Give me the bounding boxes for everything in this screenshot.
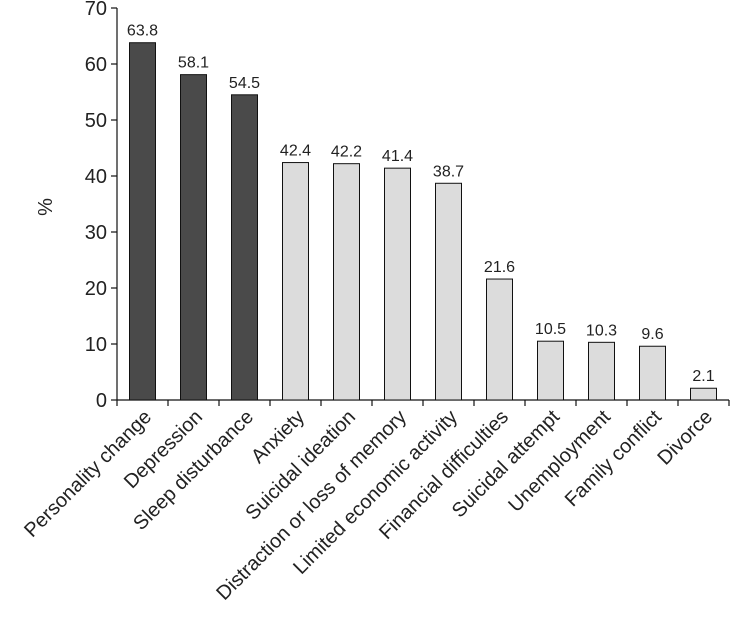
y-tick-label: 10 (85, 334, 107, 356)
bar (690, 387, 717, 401)
bar (129, 42, 156, 401)
value-label: 10.5 (535, 321, 566, 338)
y-tick-label: 60 (85, 54, 107, 76)
bar (384, 167, 411, 401)
bar (435, 182, 462, 401)
value-label: 38.7 (433, 163, 464, 180)
x-axis (116, 399, 730, 406)
bar (537, 340, 564, 401)
y-tick-label: 20 (85, 278, 107, 300)
y-tick-label: 0 (96, 390, 107, 412)
value-label: 10.3 (586, 322, 617, 339)
bars (129, 42, 717, 401)
value-label: 21.6 (484, 259, 515, 276)
category-label: Divorce (654, 406, 717, 469)
y-axis-label: % (35, 198, 57, 216)
y-tick-label: 50 (85, 110, 107, 132)
y-tick-label: 70 (85, 0, 107, 20)
bar (282, 162, 309, 401)
bar (486, 278, 513, 401)
value-labels: 63.8 58.1 54.5 42.4 42.2 41.4 38.7 21.6 10.5 10.3… (127, 23, 715, 386)
value-label: 42.4 (280, 143, 311, 160)
y-tick-label: 40 (85, 166, 107, 188)
bar (231, 94, 258, 401)
y-tick-label: 30 (85, 222, 107, 244)
value-label: 63.8 (127, 23, 158, 40)
value-label: 2.1 (692, 368, 714, 385)
bar (180, 74, 207, 401)
bar (588, 341, 615, 401)
value-label: 54.5 (229, 75, 260, 92)
bar (333, 163, 360, 401)
bar (639, 345, 666, 401)
y-axis: 0 10 20 30 40 50 60 70 (85, 0, 118, 412)
value-label: 41.4 (382, 148, 413, 165)
value-label: 42.2 (331, 144, 362, 161)
value-label: 9.6 (641, 326, 663, 343)
value-label: 58.1 (178, 55, 209, 72)
